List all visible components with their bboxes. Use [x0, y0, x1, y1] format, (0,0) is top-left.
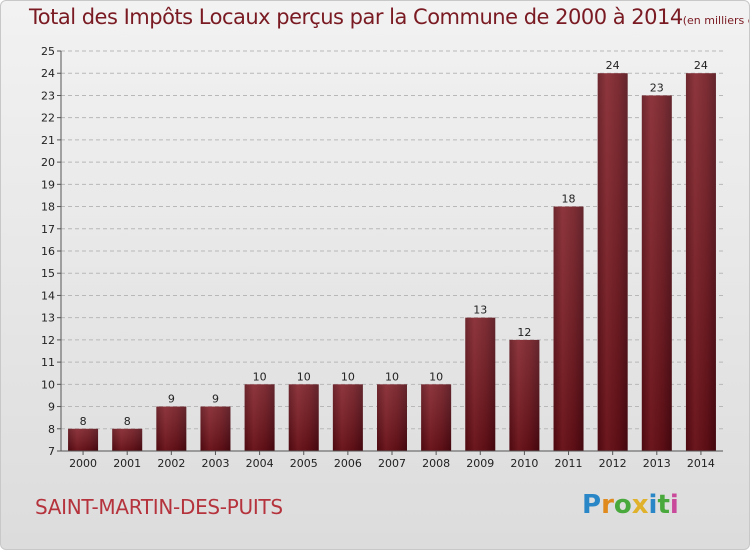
value-label-2012: 24	[606, 59, 620, 72]
value-label-2005: 10	[297, 370, 311, 383]
bar-shade-2003	[200, 406, 231, 451]
y-tick-label: 16	[41, 245, 55, 258]
value-label-2008: 10	[429, 370, 443, 383]
y-tick-label: 8	[48, 423, 55, 436]
y-tick-label: 24	[41, 67, 55, 80]
y-tick-label: 14	[41, 289, 55, 302]
value-label-2002: 9	[168, 393, 175, 406]
y-tick-label: 13	[41, 312, 55, 325]
y-tick-label: 15	[41, 267, 55, 280]
x-tick-label-2014: 2014	[687, 457, 715, 470]
value-label-2010: 12	[517, 326, 531, 339]
value-label-2009: 13	[473, 304, 487, 317]
value-label-2011: 18	[562, 193, 576, 206]
x-tick-label-2001: 2001	[113, 457, 141, 470]
chart-title-unit: (en milliers d'€)	[682, 14, 749, 27]
y-tick-label: 11	[41, 356, 55, 369]
bar-shade-2012	[597, 73, 628, 451]
proxiti-logo: Proxiti	[582, 490, 679, 520]
x-tick-label-2010: 2010	[510, 457, 538, 470]
value-label-2014: 24	[694, 59, 708, 72]
y-tick-label: 7	[48, 445, 55, 458]
bar-shade-2005	[288, 384, 319, 451]
y-tick-label: 10	[41, 378, 55, 391]
y-tick-label: 19	[41, 178, 55, 191]
x-tick-label-2002: 2002	[157, 457, 185, 470]
value-label-2006: 10	[341, 370, 355, 383]
x-tick-label-2007: 2007	[378, 457, 406, 470]
value-label-2013: 23	[650, 81, 664, 94]
bar-shade-2006	[332, 384, 363, 451]
x-tick-label-2003: 2003	[201, 457, 229, 470]
y-tick-label: 22	[41, 112, 55, 125]
x-tick-label-2004: 2004	[246, 457, 274, 470]
bar-shade-2014	[685, 73, 716, 451]
bar-shade-2011	[553, 206, 584, 451]
bar-shade-2013	[641, 95, 672, 451]
x-tick-label-2006: 2006	[334, 457, 362, 470]
bar-shade-2000	[68, 428, 99, 451]
value-label-2000: 8	[80, 415, 87, 428]
x-tick-label-2000: 2000	[69, 457, 97, 470]
y-tick-label: 20	[41, 156, 55, 169]
bar-shade-2001	[112, 428, 143, 451]
y-tick-label: 25	[41, 45, 55, 58]
value-label-2001: 8	[124, 415, 131, 428]
bar-shade-2009	[465, 317, 496, 451]
y-tick-label: 23	[41, 89, 55, 102]
x-tick-label-2013: 2013	[643, 457, 671, 470]
bar-shade-2010	[509, 339, 540, 451]
x-tick-label-2005: 2005	[290, 457, 318, 470]
y-tick-label: 18	[41, 201, 55, 214]
y-tick-label: 17	[41, 223, 55, 236]
y-tick-label: 9	[48, 401, 55, 414]
x-tick-label-2012: 2012	[599, 457, 627, 470]
y-tick-label: 12	[41, 334, 55, 347]
chart-title: Total des Impôts Locaux perçus par la Co…	[29, 5, 749, 29]
bar-shade-2004	[244, 384, 275, 451]
bar-shade-2007	[377, 384, 407, 451]
x-tick-label-2009: 2009	[466, 457, 494, 470]
bar-shade-2002	[156, 406, 187, 451]
commune-name: SAINT-MARTIN-DES-PUITS	[35, 495, 283, 519]
value-label-2007: 10	[385, 370, 399, 383]
x-tick-label-2011: 2011	[555, 457, 583, 470]
bar-shade-2008	[421, 384, 452, 451]
chart-title-main: Total des Impôts Locaux perçus par la Co…	[29, 5, 683, 29]
value-label-2004: 10	[253, 370, 267, 383]
value-label-2003: 9	[212, 393, 219, 406]
x-tick-label-2008: 2008	[422, 457, 450, 470]
y-tick-label: 21	[41, 134, 55, 147]
